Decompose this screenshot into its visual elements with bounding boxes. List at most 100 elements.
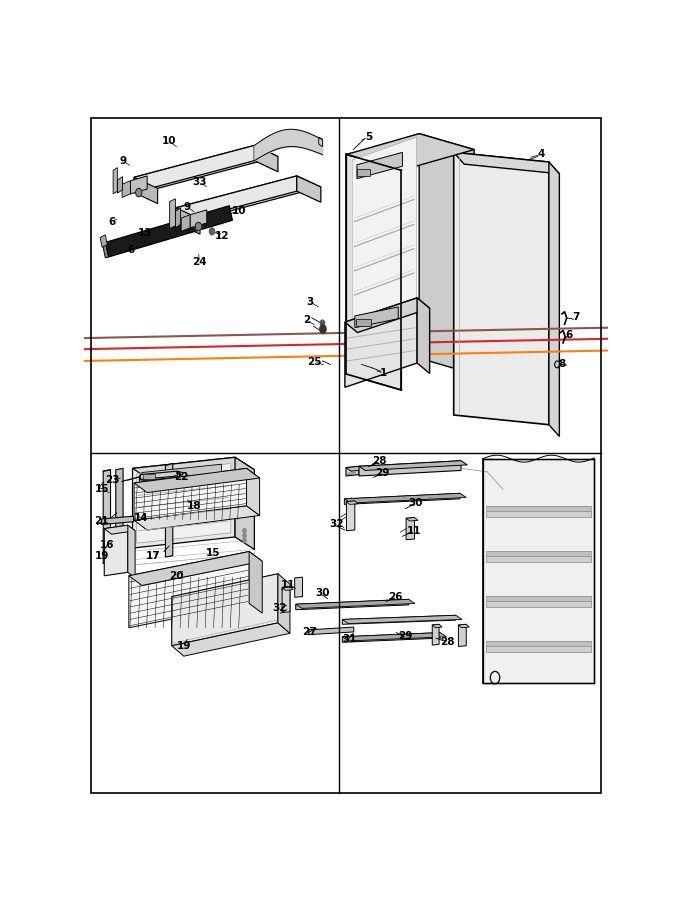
Text: 5: 5: [364, 132, 372, 142]
Polygon shape: [345, 298, 429, 332]
Polygon shape: [129, 552, 249, 628]
Text: 31: 31: [342, 634, 356, 643]
Polygon shape: [169, 199, 176, 229]
Text: 33: 33: [193, 177, 207, 187]
Polygon shape: [100, 235, 107, 248]
Text: 9: 9: [119, 156, 126, 166]
Polygon shape: [454, 152, 549, 425]
Circle shape: [320, 325, 326, 333]
Text: 6: 6: [108, 217, 115, 227]
Polygon shape: [104, 526, 135, 535]
Circle shape: [195, 222, 202, 230]
Polygon shape: [346, 153, 351, 374]
Text: 29: 29: [398, 631, 412, 641]
Polygon shape: [134, 177, 158, 203]
Text: 17: 17: [146, 551, 160, 561]
Polygon shape: [171, 623, 290, 656]
Polygon shape: [254, 146, 278, 172]
Polygon shape: [113, 167, 117, 194]
Polygon shape: [359, 461, 461, 476]
Polygon shape: [122, 181, 130, 197]
Polygon shape: [345, 298, 417, 387]
Text: 18: 18: [187, 500, 201, 511]
Polygon shape: [249, 552, 262, 613]
Text: 20: 20: [169, 572, 183, 581]
Polygon shape: [486, 601, 591, 607]
Text: 6: 6: [128, 245, 135, 255]
Text: 10: 10: [232, 205, 246, 216]
Polygon shape: [419, 133, 474, 374]
Circle shape: [243, 528, 246, 533]
Polygon shape: [136, 464, 231, 544]
Polygon shape: [134, 468, 260, 492]
Polygon shape: [486, 511, 591, 517]
Polygon shape: [104, 526, 128, 576]
Polygon shape: [346, 133, 474, 170]
Polygon shape: [105, 206, 232, 257]
Polygon shape: [355, 307, 398, 328]
Polygon shape: [297, 176, 321, 202]
Text: 4: 4: [537, 149, 545, 159]
Text: 32: 32: [329, 518, 344, 529]
Polygon shape: [102, 517, 134, 525]
Text: 26: 26: [388, 591, 403, 601]
Polygon shape: [130, 176, 147, 194]
Polygon shape: [296, 599, 415, 608]
Text: 3: 3: [306, 297, 314, 307]
Polygon shape: [278, 573, 290, 634]
Circle shape: [136, 188, 142, 197]
Text: 2: 2: [303, 315, 310, 325]
Polygon shape: [406, 518, 418, 521]
Polygon shape: [346, 501, 355, 531]
Text: 10: 10: [162, 136, 176, 147]
Polygon shape: [486, 596, 591, 601]
Bar: [356, 319, 371, 326]
Polygon shape: [346, 466, 365, 471]
Polygon shape: [190, 210, 207, 228]
Text: 12: 12: [215, 231, 230, 241]
Polygon shape: [140, 471, 178, 480]
Polygon shape: [458, 625, 466, 646]
Text: 30: 30: [315, 588, 329, 598]
Polygon shape: [165, 464, 173, 557]
Text: 22: 22: [174, 472, 188, 482]
Polygon shape: [344, 493, 466, 503]
Polygon shape: [308, 627, 354, 634]
Text: 29: 29: [375, 467, 389, 478]
Polygon shape: [346, 133, 419, 161]
Text: 25: 25: [307, 356, 322, 366]
Polygon shape: [178, 471, 183, 475]
Polygon shape: [139, 474, 140, 482]
Polygon shape: [134, 506, 260, 530]
Bar: [144, 474, 155, 479]
Polygon shape: [417, 298, 429, 374]
Text: 6: 6: [565, 330, 572, 340]
Polygon shape: [134, 146, 278, 188]
Polygon shape: [132, 457, 235, 548]
Polygon shape: [134, 468, 246, 520]
Polygon shape: [129, 552, 262, 586]
Polygon shape: [282, 587, 293, 590]
Polygon shape: [176, 208, 181, 228]
Polygon shape: [483, 459, 493, 683]
Polygon shape: [134, 146, 254, 193]
Text: 28: 28: [440, 636, 455, 646]
Polygon shape: [128, 526, 135, 578]
Polygon shape: [235, 457, 254, 549]
Text: 1: 1: [380, 368, 387, 378]
Text: 27: 27: [302, 627, 317, 637]
Polygon shape: [454, 152, 560, 174]
Circle shape: [321, 320, 325, 326]
Polygon shape: [344, 493, 460, 504]
Polygon shape: [486, 506, 591, 511]
Polygon shape: [486, 556, 591, 562]
Text: 23: 23: [105, 475, 119, 485]
Polygon shape: [117, 176, 123, 194]
Polygon shape: [296, 599, 408, 609]
Polygon shape: [319, 137, 323, 147]
Polygon shape: [432, 625, 442, 628]
Polygon shape: [357, 152, 402, 179]
Polygon shape: [116, 468, 123, 562]
Text: 15: 15: [206, 548, 220, 558]
Polygon shape: [342, 633, 440, 643]
